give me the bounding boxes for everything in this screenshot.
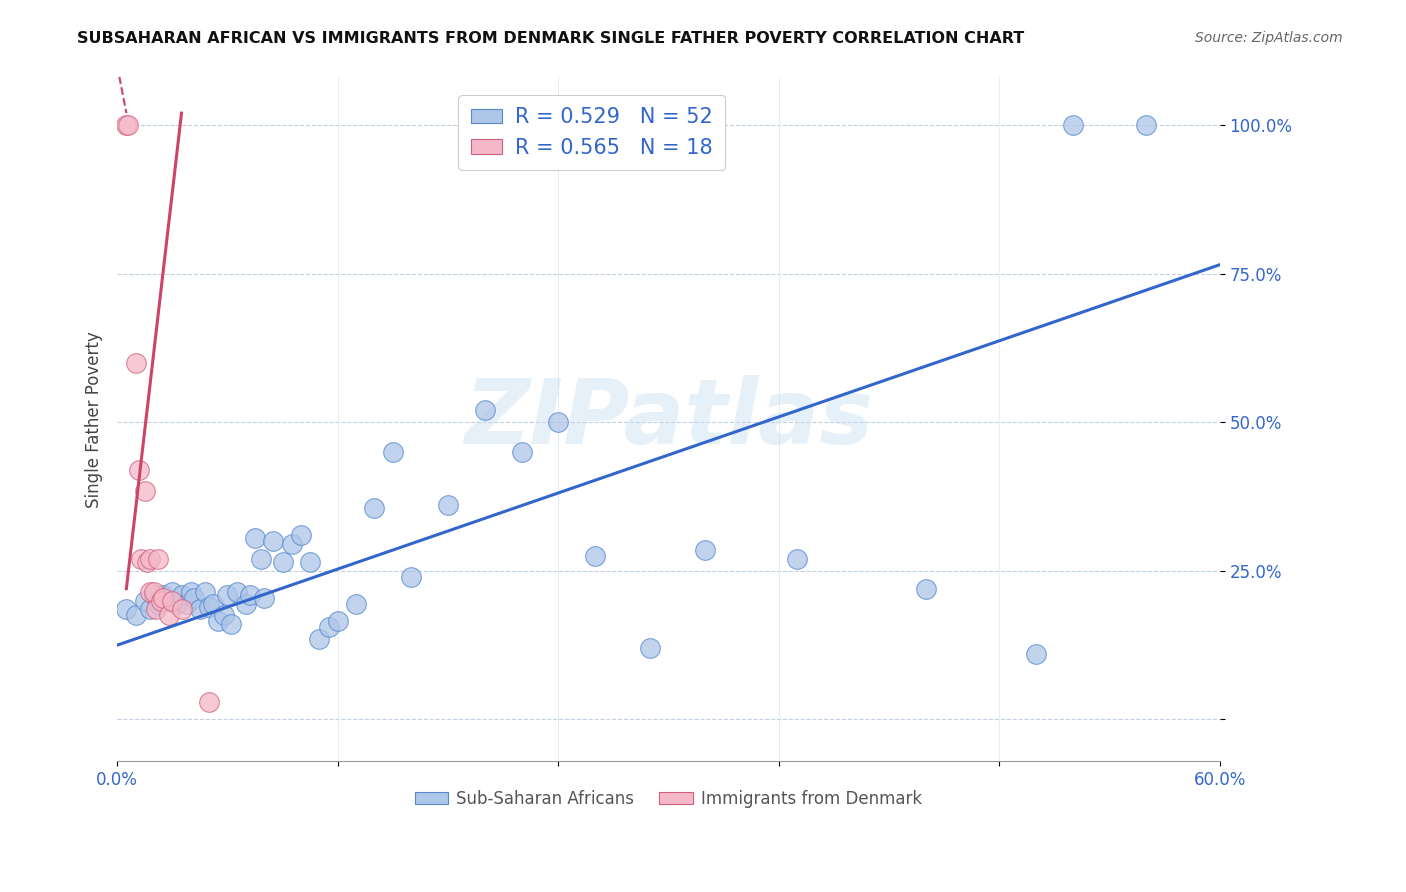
Point: [170, 588, 193, 602]
Point: [437, 499, 460, 513]
Point: [134, 593, 156, 607]
Point: [198, 695, 221, 709]
Point: [165, 597, 187, 611]
Point: [219, 617, 242, 632]
Point: [281, 537, 304, 551]
Text: ZIPatlas: ZIPatlas: [464, 376, 873, 463]
Point: [162, 584, 184, 599]
Point: [115, 602, 138, 616]
Point: [142, 588, 165, 602]
Point: [146, 597, 169, 611]
Point: [207, 615, 229, 629]
Point: [139, 552, 162, 566]
Point: [243, 531, 266, 545]
Point: [150, 593, 173, 607]
Point: [290, 528, 312, 542]
Point: [201, 597, 224, 611]
Point: [786, 552, 808, 566]
Point: [1062, 118, 1084, 132]
Text: SUBSAHARAN AFRICAN VS IMMIGRANTS FROM DENMARK SINGLE FATHER POVERTY CORRELATION : SUBSAHARAN AFRICAN VS IMMIGRANTS FROM DE…: [77, 31, 1025, 46]
Point: [299, 555, 322, 569]
Point: [344, 597, 367, 611]
Point: [253, 591, 276, 605]
Point: [399, 570, 422, 584]
Point: [474, 403, 496, 417]
Point: [117, 118, 139, 132]
Point: [238, 588, 260, 602]
Point: [194, 584, 217, 599]
Point: [225, 584, 247, 599]
Point: [162, 593, 184, 607]
Point: [152, 591, 174, 605]
Point: [135, 555, 157, 569]
Point: [235, 597, 257, 611]
Point: [308, 632, 330, 647]
Point: [326, 615, 349, 629]
Point: [139, 584, 162, 599]
Point: [145, 602, 167, 616]
Point: [1135, 118, 1157, 132]
Y-axis label: Single Father Poverty: Single Father Poverty: [86, 331, 103, 508]
Point: [183, 591, 205, 605]
Point: [139, 602, 162, 616]
Point: [152, 588, 174, 602]
Point: [157, 608, 180, 623]
Point: [134, 483, 156, 498]
Point: [1025, 647, 1047, 661]
Point: [176, 597, 198, 611]
Point: [146, 552, 169, 566]
Point: [249, 552, 271, 566]
Point: [318, 620, 340, 634]
Point: [142, 584, 165, 599]
Point: [381, 445, 404, 459]
Point: [124, 608, 146, 623]
Point: [547, 415, 569, 429]
Point: [180, 584, 202, 599]
Point: [638, 641, 661, 656]
Point: [583, 549, 606, 563]
Point: [212, 608, 235, 623]
Legend: Sub-Saharan Africans, Immigrants from Denmark: Sub-Saharan Africans, Immigrants from De…: [408, 783, 929, 814]
Point: [124, 356, 146, 370]
Point: [115, 118, 138, 132]
Point: [129, 552, 152, 566]
Point: [170, 602, 193, 616]
Point: [262, 534, 284, 549]
Point: [217, 588, 239, 602]
Point: [363, 501, 385, 516]
Point: [157, 593, 180, 607]
Point: [128, 463, 150, 477]
Point: [695, 543, 717, 558]
Point: [914, 582, 936, 596]
Point: [188, 602, 211, 616]
Text: Source: ZipAtlas.com: Source: ZipAtlas.com: [1195, 31, 1343, 45]
Point: [510, 445, 533, 459]
Point: [271, 555, 294, 569]
Point: [198, 599, 221, 614]
